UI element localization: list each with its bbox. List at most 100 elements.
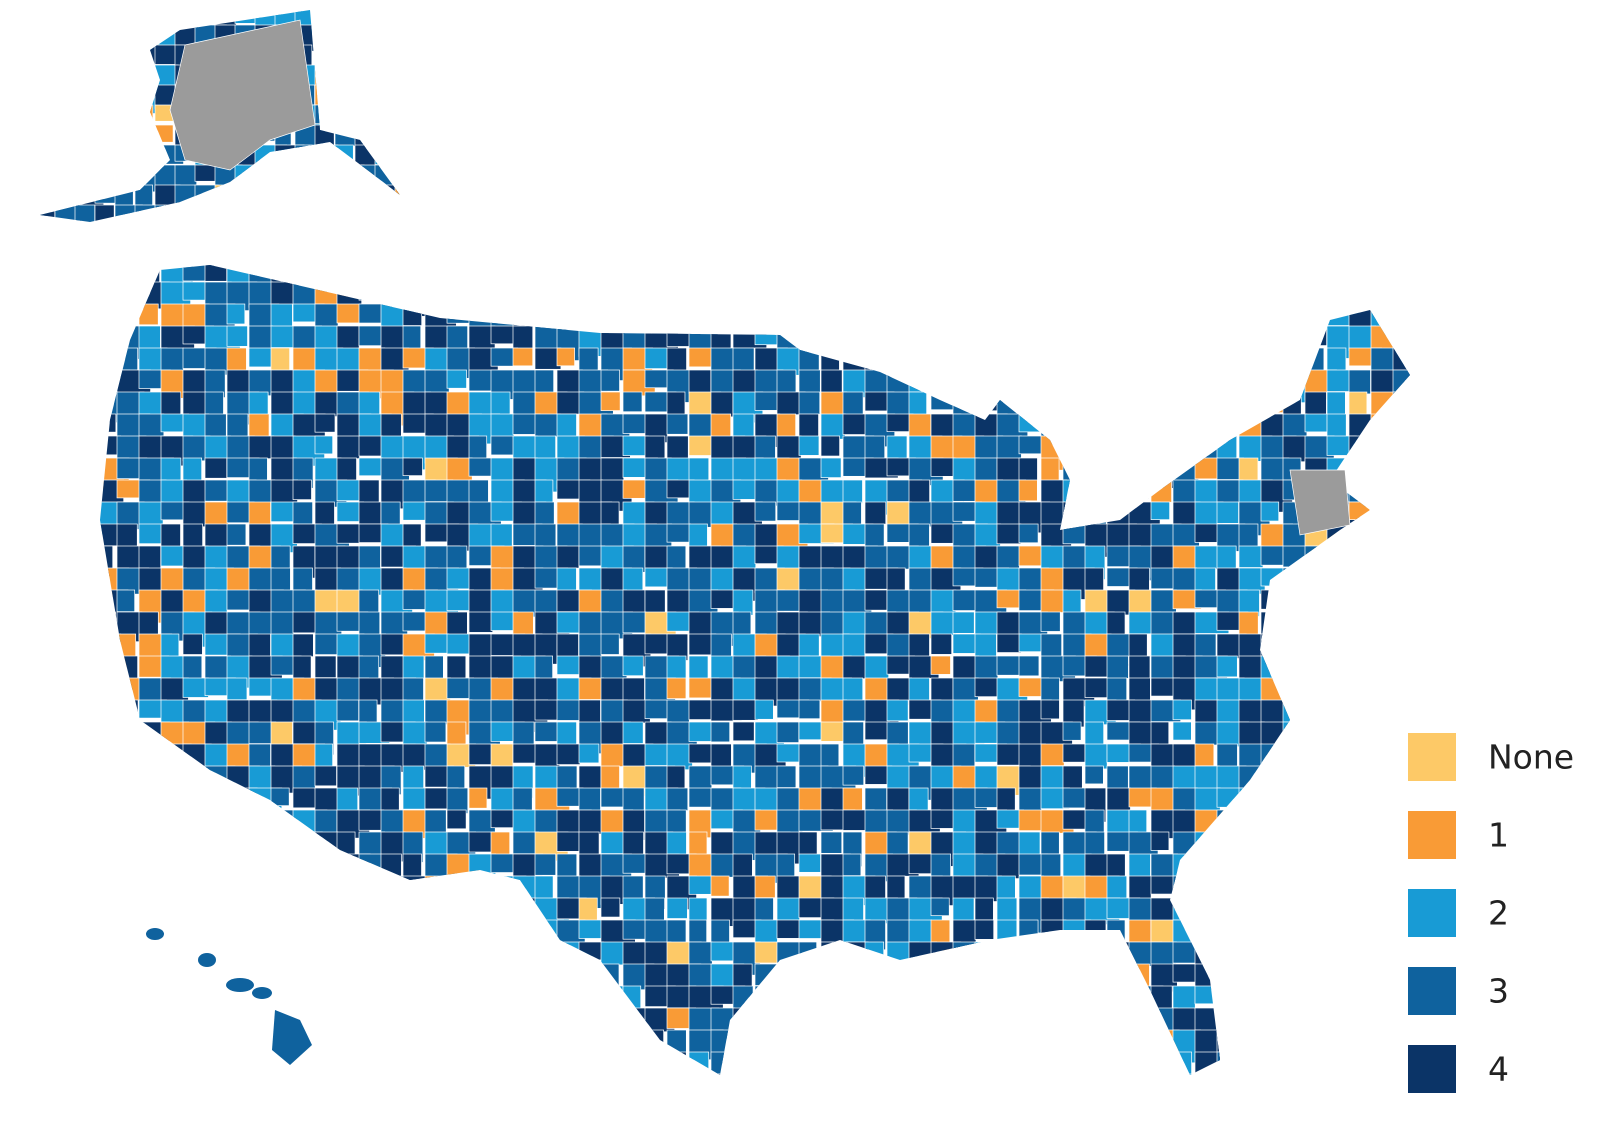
county (622, 611, 647, 634)
county (1040, 941, 1069, 967)
county (512, 897, 536, 929)
county (1172, 567, 1198, 594)
county (1370, 919, 1403, 948)
county (754, 1073, 788, 1075)
county (424, 985, 447, 1017)
county (600, 303, 628, 330)
county (1370, 501, 1402, 538)
county (1150, 325, 1173, 345)
county (380, 985, 402, 1019)
county (1194, 1007, 1228, 1032)
county (114, 104, 135, 136)
county (1348, 369, 1371, 395)
county (1326, 655, 1362, 687)
county (842, 941, 869, 967)
county (974, 963, 998, 985)
county (952, 369, 980, 392)
county (776, 721, 800, 743)
county (820, 963, 856, 994)
county (886, 1007, 907, 1043)
county (1392, 699, 1410, 725)
county (732, 281, 760, 302)
county (556, 347, 575, 367)
county (1040, 303, 1066, 329)
county (490, 919, 518, 941)
county (1040, 831, 1060, 855)
county (314, 64, 347, 97)
county (1106, 963, 1127, 991)
county (1282, 985, 1318, 1012)
county (1304, 765, 1324, 790)
county (336, 1029, 360, 1054)
county (952, 963, 984, 995)
county (1260, 1073, 1283, 1075)
county (776, 963, 799, 989)
county (54, 144, 78, 166)
county (394, 144, 425, 177)
county (1238, 809, 1273, 829)
county (204, 655, 231, 679)
county (468, 787, 488, 809)
county (864, 1051, 888, 1075)
county (1370, 281, 1397, 316)
county (94, 281, 118, 313)
county (1282, 567, 1306, 602)
county (204, 787, 236, 819)
county (1348, 259, 1373, 280)
county (1348, 677, 1382, 714)
county (1392, 259, 1410, 289)
county (160, 809, 190, 842)
county (314, 897, 349, 933)
county (798, 303, 833, 326)
county (952, 941, 977, 969)
county (314, 124, 335, 153)
county (446, 457, 473, 483)
county (334, 64, 367, 89)
county (394, 84, 414, 104)
county (1370, 589, 1396, 610)
county (402, 1073, 423, 1075)
county (1128, 325, 1151, 356)
county (160, 347, 184, 372)
county (1062, 941, 1084, 978)
county (930, 391, 965, 411)
county (1084, 919, 1107, 945)
county (776, 435, 802, 460)
county (334, 24, 365, 57)
county (644, 1051, 665, 1071)
county (354, 204, 387, 232)
county (1216, 919, 1245, 940)
county (54, 24, 78, 47)
county (374, 64, 396, 83)
county (1326, 941, 1347, 977)
county (134, 124, 159, 148)
county (226, 677, 248, 701)
county (1216, 281, 1244, 301)
county (996, 743, 1021, 766)
county (1172, 281, 1194, 314)
county (226, 1007, 253, 1040)
county (334, 144, 354, 171)
county (776, 1029, 808, 1056)
county (930, 303, 960, 327)
county (710, 1051, 731, 1075)
county (886, 259, 911, 294)
county (1172, 413, 1195, 448)
county (1018, 303, 1054, 325)
county (402, 611, 427, 632)
county (886, 875, 906, 901)
county (40, 44, 60, 75)
county (1172, 1051, 1192, 1075)
county (1326, 875, 1356, 898)
county (776, 259, 809, 296)
county (886, 281, 919, 308)
county (138, 765, 167, 788)
county (534, 1073, 555, 1075)
county (248, 1073, 270, 1075)
county (424, 633, 450, 654)
county (1282, 347, 1313, 377)
county (644, 303, 671, 337)
county (820, 413, 846, 440)
county (204, 1007, 225, 1036)
